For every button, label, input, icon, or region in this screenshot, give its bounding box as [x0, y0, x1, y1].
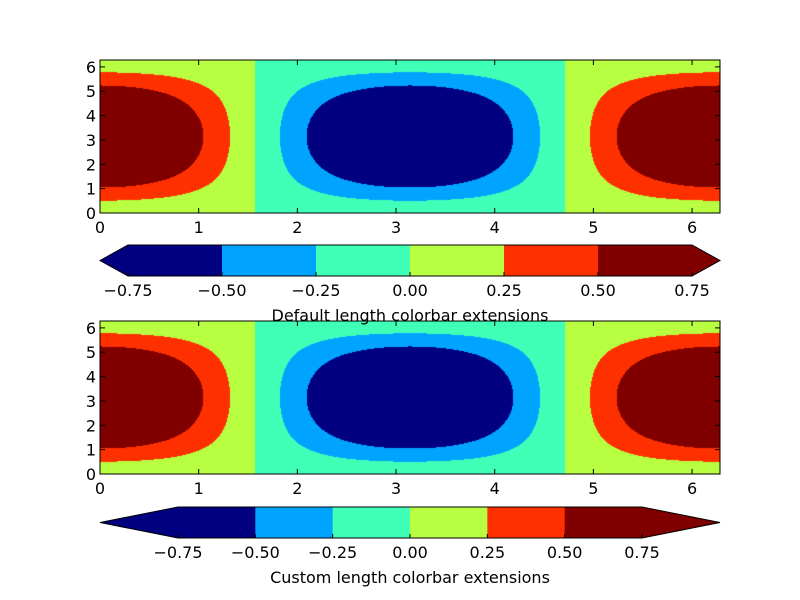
- x-tick-label: 2: [292, 218, 302, 237]
- x-tick-label: 1: [194, 218, 204, 237]
- x-tick-label: 4: [490, 218, 500, 237]
- colorbar-tick-label: 0.25: [470, 543, 506, 562]
- x-tick-label: 4: [490, 479, 500, 498]
- colorbar-segment: [564, 507, 643, 538]
- colorbar-segment: [255, 507, 334, 538]
- contour-plot-top: [100, 60, 720, 213]
- colorbar-tick-label: −0.75: [103, 281, 152, 300]
- colorbar-tick-label: −0.75: [153, 543, 202, 562]
- colorbar-tick-label: −0.25: [308, 543, 357, 562]
- y-tick-label: 4: [86, 368, 96, 387]
- colorbar-segment: [410, 507, 488, 538]
- y-tick-label: 3: [86, 131, 96, 150]
- x-tick-label: 5: [588, 218, 598, 237]
- colorbar-tick-label: 0.00: [392, 543, 428, 562]
- colorbar-tick-label: 0.00: [392, 281, 428, 300]
- x-tick-label: 3: [391, 218, 401, 237]
- x-tick-label: 6: [687, 218, 697, 237]
- colorbar-tick-label: 0.25: [486, 281, 522, 300]
- colorbar-tick-label: 0.50: [547, 543, 583, 562]
- colorbar-segment: [504, 245, 599, 276]
- colorbar-tick-label: 0.75: [624, 543, 660, 562]
- y-tick-label: 0: [86, 465, 96, 484]
- y-tick-label: 2: [86, 155, 96, 174]
- colorbar-segment: [332, 507, 411, 538]
- x-tick-label: 2: [292, 479, 302, 498]
- colorbar-tick-label: −0.50: [197, 281, 246, 300]
- colorbar-tick-label: −0.50: [231, 543, 280, 562]
- y-tick-label: 1: [86, 441, 96, 460]
- colorbar-segment: [410, 245, 505, 276]
- axes-frame: [99, 59, 721, 214]
- x-tick-label: 0: [95, 479, 105, 498]
- y-tick-label: 3: [86, 392, 96, 411]
- y-tick-label: 2: [86, 416, 96, 435]
- colorbar-extension-max: [642, 507, 720, 538]
- contour-plot-bottom: [100, 321, 720, 474]
- axes-frame: [99, 320, 721, 475]
- colorbar-segment: [487, 507, 566, 538]
- colorbar-segment: [316, 245, 411, 276]
- colorbar-tick-label: −0.25: [291, 281, 340, 300]
- colorbar-segment: [128, 245, 223, 276]
- y-tick-label: 5: [86, 343, 96, 362]
- colorbar-extension-min: [100, 507, 178, 538]
- colorbar-label: Custom length colorbar extensions: [270, 568, 550, 587]
- x-tick-label: 5: [588, 479, 598, 498]
- y-tick-label: 5: [86, 82, 96, 101]
- colorbar-extension-min: [100, 245, 128, 276]
- y-tick-label: 0: [86, 204, 96, 223]
- colorbar-extension-max: [692, 245, 720, 276]
- x-tick-label: 6: [687, 479, 697, 498]
- colorbar-tick-label: 0.75: [674, 281, 710, 300]
- y-tick-label: 6: [86, 58, 96, 77]
- colorbar-segment: [222, 245, 317, 276]
- colorbar-segment: [178, 507, 256, 538]
- colorbar-tick-label: 0.50: [580, 281, 616, 300]
- y-tick-label: 6: [86, 319, 96, 338]
- x-tick-label: 0: [95, 218, 105, 237]
- x-tick-label: 3: [391, 479, 401, 498]
- colorbar-segment: [598, 245, 693, 276]
- y-tick-label: 1: [86, 180, 96, 199]
- y-tick-label: 4: [86, 107, 96, 126]
- x-tick-label: 1: [194, 479, 204, 498]
- colorbar-label: Default length colorbar extensions: [272, 306, 549, 325]
